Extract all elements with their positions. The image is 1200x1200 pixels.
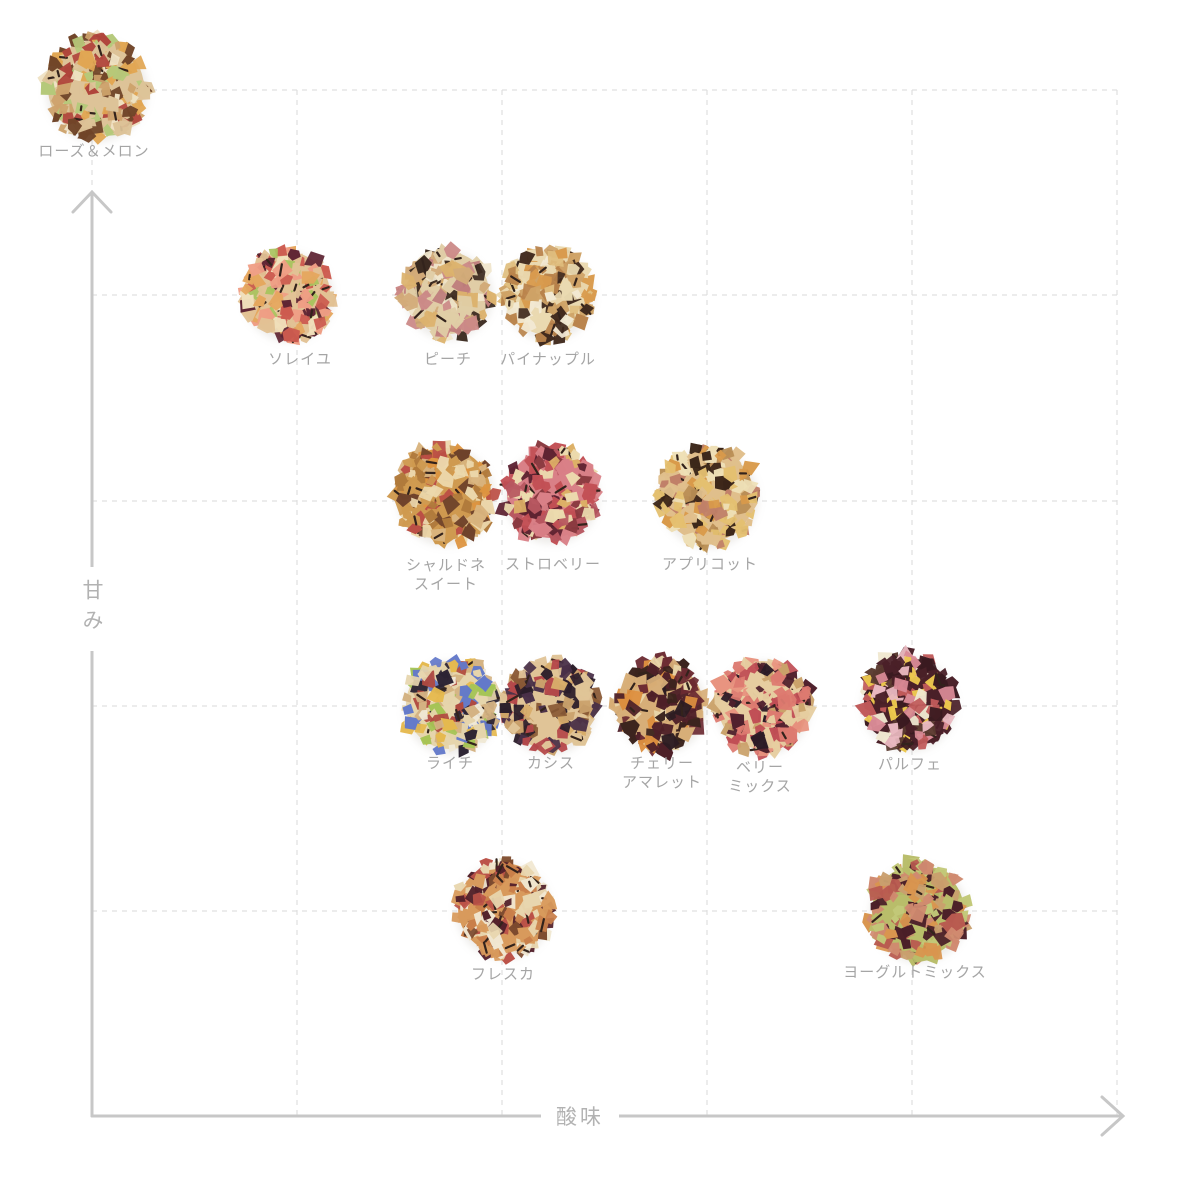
tea-blend-soleil xyxy=(237,244,338,346)
tea-blend-peach xyxy=(394,241,497,344)
axes xyxy=(71,189,1126,1137)
plot-grid xyxy=(91,89,1118,1117)
tea-blend-fresca xyxy=(451,855,558,965)
tea-blend-strawberry xyxy=(494,439,603,546)
y-axis-label-sweetness: 甘み xyxy=(75,567,109,651)
tea-blend-lychee xyxy=(400,654,502,758)
tea-blend-apricot xyxy=(652,442,761,554)
tea-blend-berry-mix xyxy=(706,656,818,761)
tea-blend-parfait xyxy=(854,644,962,753)
tea-blend-rose-melon xyxy=(37,29,156,145)
tea-blend-yogurt-mix xyxy=(862,854,973,968)
tea-blend-cherry-amaretto xyxy=(608,651,710,762)
tea-blend-chardonnay-sweet xyxy=(386,440,502,550)
tea-blend-pineapple xyxy=(495,244,598,347)
x-axis-label-acidity: 酸味 xyxy=(541,1101,619,1131)
tea-blend-cassis xyxy=(498,654,603,756)
